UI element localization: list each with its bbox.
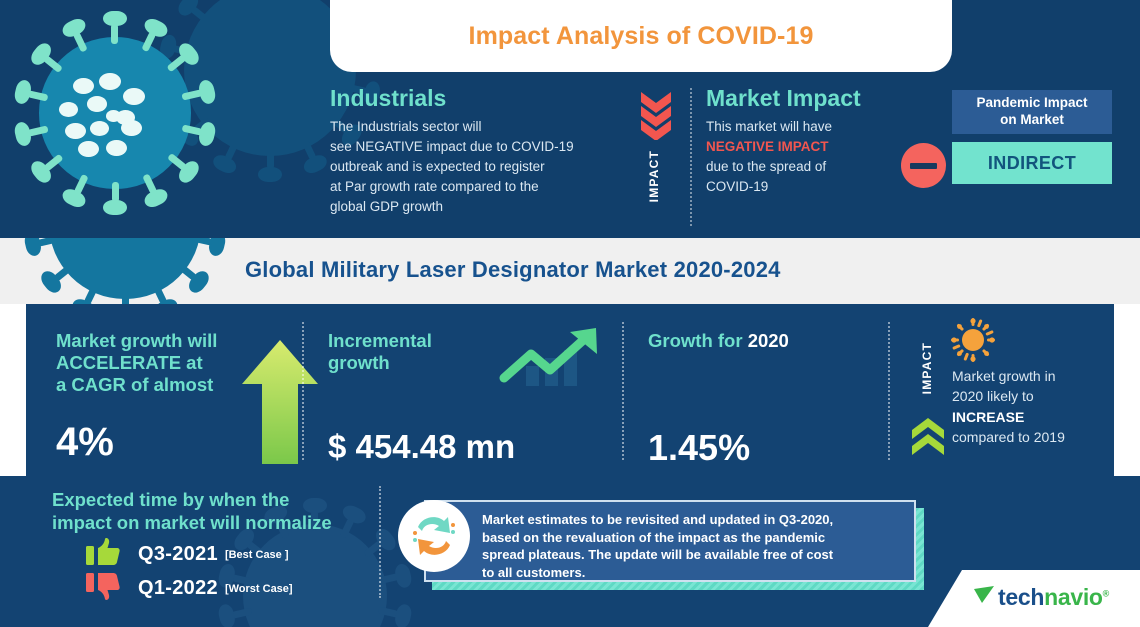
callout-line3: spread plateaus. The update will be avai… bbox=[482, 547, 834, 563]
market-impact-section: Market Impact This market will have NEGA… bbox=[706, 85, 896, 197]
industrials-body-line: at Par growth rate compared to the bbox=[330, 179, 539, 195]
normalize-row-worst: Q1-2022 [Worst Case] bbox=[86, 572, 293, 605]
chevron-double-up-icon bbox=[912, 418, 944, 467]
arrow-up-icon bbox=[242, 340, 318, 469]
logo-text-tech: tech bbox=[998, 584, 1045, 610]
pandemic-impact-value: INDIRECT bbox=[952, 142, 1112, 184]
minus-circle-icon bbox=[901, 143, 946, 188]
stat-incremental-label-line2: growth bbox=[328, 352, 390, 374]
stats-divider-3 bbox=[888, 322, 890, 460]
normalize-row-best: Q3-2021 [Best Case ] bbox=[86, 538, 289, 571]
stat-incremental: Incremental growth $ 454.48 mn bbox=[328, 330, 558, 463]
normalize-heading-line2: impact on market will normalize bbox=[52, 512, 332, 534]
market-impact-line1: This market will have bbox=[706, 119, 833, 135]
impact-2020-line3: compared to 2019 bbox=[952, 428, 1065, 445]
industrials-heading: Industrials bbox=[330, 85, 447, 111]
callout-text: Market estimates to be revisited and upd… bbox=[426, 502, 914, 582]
stat-growth-2020: Growth for 2020 1.45% bbox=[648, 330, 878, 466]
stat-cagr: Market growth will ACCELERATE at a CAGR … bbox=[56, 330, 256, 462]
stat-cagr-label-line3: a CAGR of almost bbox=[56, 374, 214, 396]
page-title: Impact Analysis of COVID-19 bbox=[468, 21, 814, 50]
stats-divider-1 bbox=[302, 322, 304, 460]
stat-incremental-label-line1: Incremental bbox=[328, 330, 432, 351]
market-impact-line4: COVID-19 bbox=[706, 179, 769, 195]
stat-cagr-value: 4% bbox=[56, 420, 114, 464]
thumbs-up-icon bbox=[86, 538, 120, 571]
stat-cagr-label-line1: Market growth will bbox=[56, 330, 218, 351]
stat-cagr-label-line2: ACCELERATE at bbox=[56, 352, 203, 374]
callout-box: Market estimates to be revisited and upd… bbox=[424, 500, 916, 582]
impact-2020-highlight: INCREASE bbox=[952, 408, 1025, 425]
market-name-band: Global Military Laser Designator Market … bbox=[0, 238, 1140, 304]
impact-2020-text: Market growth in 2020 likely to INCREASE… bbox=[952, 366, 1122, 447]
top-vertical-divider bbox=[690, 88, 693, 226]
logo-trademark: ® bbox=[1102, 588, 1110, 599]
stats-divider-2 bbox=[622, 322, 624, 460]
industrials-section: Industrials The Industrials sector will … bbox=[330, 85, 630, 217]
impact-2020-line2: 2020 likely to bbox=[952, 388, 1034, 405]
normalize-quarter-worst: Q1-2022 bbox=[138, 577, 218, 599]
stat-growth-2020-year: 2020 bbox=[747, 330, 789, 351]
industrials-body: The Industrials sector will see NEGATIVE… bbox=[330, 117, 630, 217]
callout-line4: to all customers. bbox=[482, 565, 586, 581]
impact-ribbon-label: IMPACT bbox=[647, 150, 661, 203]
top-panel: Impact Analysis of COVID-19 Industrials … bbox=[0, 0, 1140, 238]
market-impact-body: This market will have NEGATIVE IMPACT du… bbox=[706, 117, 896, 197]
chevron-double-down-icon bbox=[641, 92, 671, 140]
bottom-divider bbox=[379, 486, 381, 598]
normalize-case-best: [Best Case ] bbox=[224, 548, 289, 561]
industrials-body-line: see NEGATIVE impact due to COVID-19 bbox=[330, 139, 574, 155]
industrials-body-line: global GDP growth bbox=[330, 199, 444, 215]
callout-line2: based on the revaluation of the impact a… bbox=[482, 529, 826, 545]
normalize-heading: Expected time by when the impact on mark… bbox=[52, 488, 382, 534]
industrials-body-line: The Industrials sector will bbox=[330, 119, 482, 135]
thumbs-down-icon bbox=[86, 572, 120, 605]
technavio-logo[interactable]: technavio® bbox=[974, 584, 1109, 611]
refresh-cycle-icon bbox=[398, 500, 470, 572]
stat-incremental-value: $ 454.48 mn bbox=[328, 428, 516, 465]
impact-ribbon-negative: IMPACT bbox=[637, 92, 677, 228]
stat-incremental-label: Incremental growth bbox=[328, 330, 558, 374]
logo-strip: technavio® bbox=[928, 570, 1140, 627]
callout-line1: Market estimates to be revisited and upd… bbox=[482, 512, 834, 527]
virus-sun-icon bbox=[951, 318, 995, 367]
normalize-section: Expected time by when the impact on mark… bbox=[52, 488, 382, 534]
impact-ribbon-positive-label: IMPACT bbox=[920, 342, 934, 395]
market-impact-highlight: NEGATIVE IMPACT bbox=[706, 139, 829, 155]
virus-graphic-mid bbox=[20, 238, 230, 304]
pandemic-impact-header-line2: on Market bbox=[1000, 112, 1064, 127]
normalize-heading-line1: Expected time by when the bbox=[52, 489, 290, 510]
pandemic-impact-header-line1: Pandemic Impact bbox=[976, 95, 1088, 111]
market-impact-heading: Market Impact bbox=[706, 85, 861, 111]
title-plate: Impact Analysis of COVID-19 bbox=[330, 0, 952, 72]
normalize-quarter-best: Q3-2021 bbox=[138, 543, 218, 565]
trend-up-chart-icon bbox=[498, 326, 608, 393]
impact-2020-line1: Market growth in bbox=[952, 368, 1056, 384]
impact-ribbon-positive: IMPACT bbox=[910, 332, 952, 464]
pandemic-impact-header: Pandemic Impact on Market bbox=[952, 90, 1112, 134]
logo-text-navio: navio bbox=[1044, 584, 1103, 610]
normalize-case-worst: [Worst Case] bbox=[224, 582, 293, 595]
triangle-play-icon bbox=[974, 586, 994, 609]
stat-cagr-label: Market growth will ACCELERATE at a CAGR … bbox=[56, 330, 256, 397]
stat-growth-2020-value: 1.45% bbox=[648, 427, 751, 468]
stat-growth-2020-label: Growth for 2020 bbox=[648, 330, 878, 352]
industrials-body-line: outbreak and is expected to register bbox=[330, 159, 545, 175]
stats-band: Market growth will ACCELERATE at a CAGR … bbox=[26, 304, 1114, 476]
market-name: Global Military Laser Designator Market … bbox=[245, 257, 781, 282]
market-impact-line3: due to the spread of bbox=[706, 159, 827, 175]
stat-growth-2020-prefix: Growth for bbox=[648, 330, 748, 351]
